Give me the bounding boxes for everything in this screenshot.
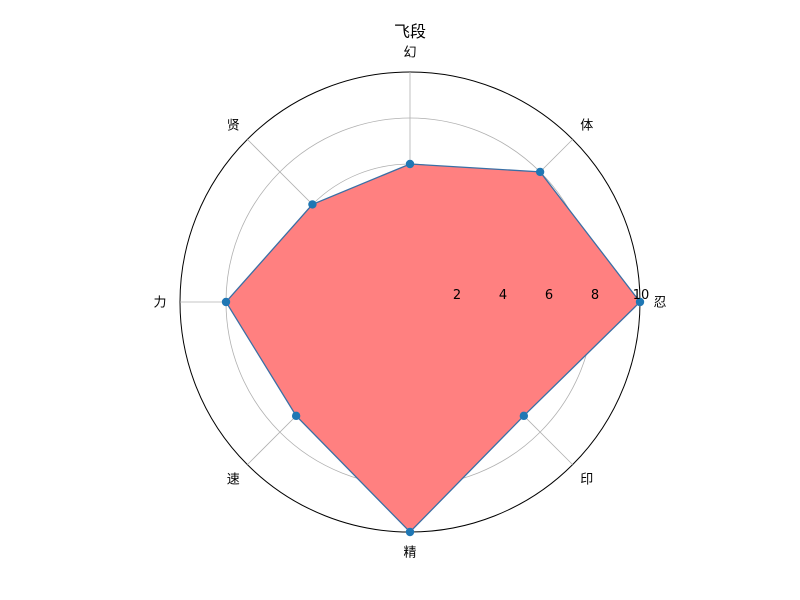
category-label: 贤: [227, 119, 240, 134]
data-point: [519, 411, 529, 421]
data-point: [308, 200, 317, 209]
category-label: 力: [153, 296, 166, 311]
category-label: 体: [580, 119, 593, 134]
data-point: [405, 527, 415, 537]
data-point: [405, 159, 415, 169]
category-label: 印: [580, 472, 593, 487]
radar-data: [221, 159, 645, 537]
r-tick-label: 10: [633, 288, 650, 303]
category-label: 精: [403, 546, 416, 561]
r-tick-label: 8: [591, 288, 599, 303]
category-label: 忍: [653, 296, 666, 311]
data-point: [635, 297, 645, 307]
r-tick-label: 2: [453, 288, 461, 303]
r-tick-label: 6: [545, 288, 553, 303]
chart-title: 飞段: [394, 22, 426, 41]
category-label: 速: [227, 472, 240, 487]
data-point: [535, 167, 545, 177]
category-label: 幻: [403, 46, 416, 61]
data-point: [221, 297, 231, 307]
r-tick-label: 4: [499, 288, 507, 303]
data-point: [291, 411, 301, 421]
series-area: [225, 163, 641, 533]
